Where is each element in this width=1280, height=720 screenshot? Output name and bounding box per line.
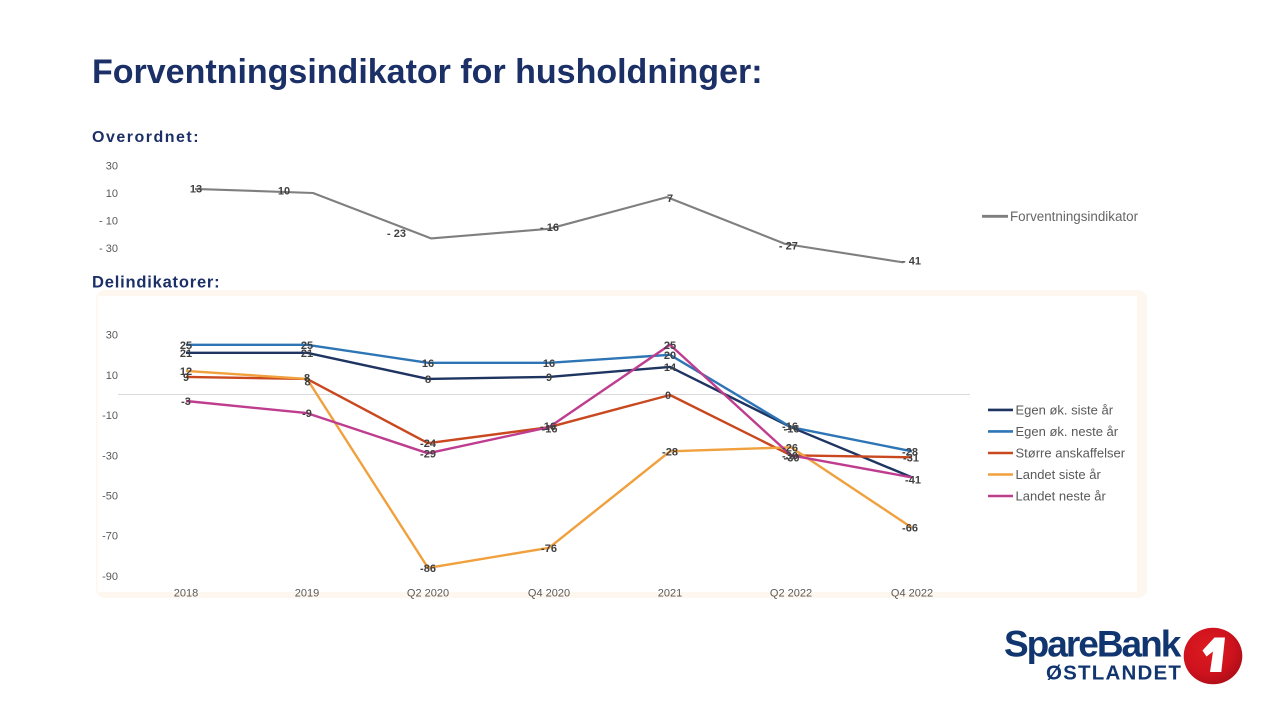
- svg-text:-30: -30: [782, 450, 798, 462]
- svg-text:8: 8: [304, 373, 310, 385]
- svg-text:20: 20: [664, 350, 676, 362]
- svg-text:Delindikatorer:: Delindikatorer:: [92, 274, 220, 292]
- svg-text:- 16: - 16: [540, 222, 559, 234]
- svg-text:21: 21: [180, 348, 192, 360]
- svg-text:- 41: - 41: [902, 255, 921, 267]
- svg-text:10: 10: [106, 370, 118, 382]
- svg-text:0: 0: [665, 390, 671, 402]
- svg-text:Q4 2022: Q4 2022: [891, 588, 933, 600]
- svg-text:-3: -3: [181, 396, 191, 408]
- svg-text:-16: -16: [542, 423, 558, 435]
- svg-text:16: 16: [543, 358, 555, 370]
- svg-text:8: 8: [304, 377, 310, 389]
- svg-text:Q2 2022: Q2 2022: [770, 588, 812, 600]
- svg-text:Landet neste år: Landet neste år: [1016, 489, 1107, 504]
- svg-text:-29: -29: [420, 448, 436, 460]
- svg-text:-30: -30: [784, 452, 800, 464]
- svg-text:-30: -30: [102, 450, 118, 462]
- svg-text:30: 30: [106, 161, 118, 173]
- svg-text:-28: -28: [662, 446, 678, 458]
- svg-text:ØSTLANDET: ØSTLANDET: [1046, 662, 1182, 685]
- svg-text:9: 9: [546, 372, 552, 384]
- svg-text:14: 14: [664, 362, 677, 374]
- svg-text:21: 21: [301, 348, 313, 360]
- svg-text:8: 8: [425, 374, 431, 386]
- svg-text:-24: -24: [420, 438, 437, 450]
- svg-text:Q2 2020: Q2 2020: [407, 588, 449, 600]
- svg-text:-70: -70: [102, 531, 118, 543]
- svg-text:- 30: - 30: [99, 243, 118, 255]
- svg-text:Egen øk. siste år: Egen øk. siste år: [1016, 402, 1114, 417]
- svg-text:10: 10: [106, 188, 118, 200]
- svg-text:Forventningsindikator for hush: Forventningsindikator for husholdninger:: [92, 53, 763, 91]
- svg-text:Egen øk. neste år: Egen øk. neste år: [1016, 424, 1119, 439]
- svg-text:-66: -66: [902, 523, 918, 535]
- svg-text:Overordnet:: Overordnet:: [92, 129, 200, 146]
- svg-text:Q4 2020: Q4 2020: [528, 588, 570, 600]
- svg-text:10: 10: [278, 185, 290, 197]
- svg-text:9: 9: [183, 372, 189, 384]
- svg-text:-16: -16: [540, 421, 556, 433]
- svg-text:25: 25: [301, 340, 313, 352]
- svg-text:-86: -86: [420, 563, 436, 575]
- svg-text:SpareBank: SpareBank: [1004, 624, 1182, 665]
- svg-text:-90: -90: [102, 571, 118, 583]
- svg-text:- 23: - 23: [387, 228, 406, 240]
- svg-text:16: 16: [422, 358, 434, 370]
- svg-text:- 10: - 10: [99, 216, 118, 228]
- svg-text:12: 12: [180, 366, 192, 378]
- svg-text:Større anskaffelser: Større anskaffelser: [1016, 446, 1126, 461]
- svg-text:-9: -9: [302, 408, 312, 420]
- svg-text:-10: -10: [102, 410, 118, 422]
- svg-text:-76: -76: [541, 543, 557, 555]
- svg-text:25: 25: [664, 340, 676, 352]
- svg-text:2021: 2021: [658, 588, 682, 600]
- svg-text:Landet siste år: Landet siste år: [1016, 467, 1102, 482]
- svg-text:-50: -50: [102, 491, 118, 503]
- svg-text:30: 30: [106, 330, 118, 342]
- svg-text:-41: -41: [905, 474, 921, 486]
- svg-text:2019: 2019: [295, 588, 319, 600]
- svg-text:2018: 2018: [174, 588, 198, 600]
- svg-text:-26: -26: [782, 442, 798, 454]
- svg-text:25: 25: [180, 340, 192, 352]
- svg-text:- 27: - 27: [779, 241, 798, 253]
- svg-text:7: 7: [667, 193, 673, 205]
- svg-text:Forventningsindikator: Forventningsindikator: [1010, 209, 1139, 224]
- svg-text:-28: -28: [902, 446, 918, 458]
- svg-text:-16: -16: [782, 421, 798, 433]
- svg-text:13: 13: [190, 184, 202, 196]
- svg-text:-31: -31: [903, 452, 919, 464]
- svg-text:-16: -16: [784, 424, 800, 436]
